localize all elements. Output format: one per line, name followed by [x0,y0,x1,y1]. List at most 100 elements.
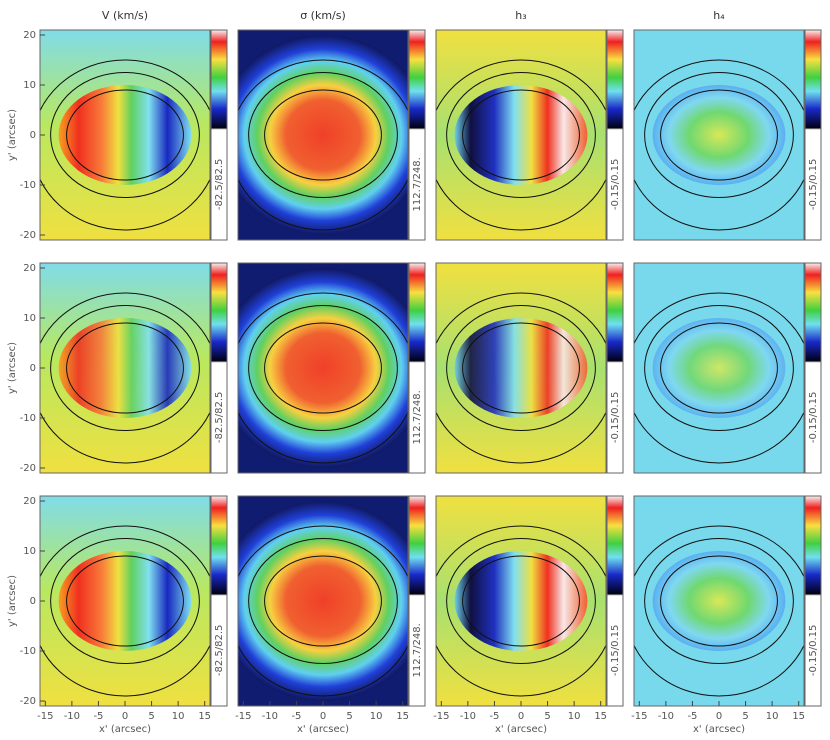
map-image [238,263,408,473]
x-tick-label: -10 [460,711,476,722]
y-tick-label: 20 [23,263,36,274]
x-axis-label: x' (arcsec) [99,724,151,735]
y-tick-label: -20 [20,696,36,707]
map-core [652,551,786,651]
map-core [58,551,192,651]
colorbar [606,495,624,596]
contour [634,59,804,231]
colorbar [804,29,822,130]
x-tick-label: 5 [346,711,352,722]
panel-title: h₄ [713,9,725,22]
map-image [634,30,804,240]
contour [264,555,382,647]
colorbar-label: -0.15/0.15 [610,159,621,211]
contour [66,322,184,414]
map-image [634,263,804,473]
x-tick-label: 15 [396,711,409,722]
x-tick-label: -15 [235,711,251,722]
y-tick-label: -10 [20,646,36,657]
contour [436,59,606,231]
contour [66,89,184,181]
x-tick-label: -10 [64,711,80,722]
x-tick-label: 5 [148,711,154,722]
map-halo [238,268,408,468]
colorbar [606,29,624,130]
colorbar-box [408,361,426,474]
x-tick-label: -15 [631,711,647,722]
colorbar-label: -82.5/82.5 [214,159,225,211]
map-halo [238,35,408,235]
contour [264,322,382,414]
contour [446,72,596,198]
colorbar-box [804,361,822,474]
colorbar [804,495,822,596]
panel: 112.7/248. σ (km/s) [237,9,426,241]
colorbar-label: -0.15/0.15 [808,392,819,444]
contour [66,555,184,647]
colorbar [804,262,822,363]
map-frame [633,29,805,241]
x-tick-label: 10 [370,711,383,722]
colorbar-box [804,128,822,241]
map-core [58,85,192,185]
map-frame [237,262,409,474]
contour [660,555,778,647]
panel-title: σ (km/s) [300,9,346,22]
x-tick-label: -5 [687,711,697,722]
y-tick-label: 20 [23,30,36,41]
colorbar-label: -0.15/0.15 [808,159,819,211]
colorbar-label: -82.5/82.5 [214,392,225,444]
colorbar-label: -0.15/0.15 [610,392,621,444]
x-tick-label: -5 [291,711,301,722]
panel: -0.15/0.15 h₄ [633,9,822,241]
colorbar-box [606,361,624,474]
panel: -82.5/82.5 V (km/s) -20 -10 0 10 20 y' (arcsec) [7,9,228,241]
y-tick-label: 0 [30,596,36,607]
map-image [238,30,408,240]
y-tick-label: 0 [30,363,36,374]
x-axis-label: x' (arcsec) [693,724,745,735]
contour [436,292,606,464]
x-tick-label: 15 [594,711,607,722]
contour [660,322,778,414]
y-tick-label: 0 [30,130,36,141]
panel: -0.15/0.15 [435,262,624,474]
panel: -0.15/0.15 h₃ [435,9,624,241]
map-core [454,85,588,185]
contour [248,72,398,198]
panel: -0.15/0.15 -15 -10 -5 0 5 10 15 x' (arcsec) [433,495,624,735]
contour [436,525,606,697]
y-tick-label: -10 [20,413,36,424]
y-axis-label: y' (arcsec) [7,342,18,394]
map-frame [435,29,607,241]
map-image [40,30,210,240]
contour [634,525,804,697]
map-core [652,318,786,418]
colorbar-box [606,128,624,241]
map-image [436,30,606,240]
map-image [436,263,606,473]
map-frame [237,29,409,241]
colorbar [408,495,426,596]
colorbar [210,262,228,363]
map-image [436,496,606,706]
contour [248,538,398,664]
x-tick-label: 5 [742,711,748,722]
colorbar [606,262,624,363]
contour [40,525,210,697]
panel: -0.15/0.15 -15 -10 -5 0 5 10 15 x' (arcsec) [631,495,822,735]
colorbar-box [210,361,228,474]
contour [462,555,580,647]
x-tick-label: -5 [489,711,499,722]
contour [634,292,804,464]
y-axis-label: y' (arcsec) [7,109,18,161]
x-tick-label: 5 [544,711,550,722]
x-axis-label: x' (arcsec) [495,724,547,735]
contour [50,305,200,431]
x-tick-label: -15 [433,711,449,722]
x-tick-label: -10 [262,711,278,722]
x-tick-label: 0 [122,711,128,722]
x-tick-label: -5 [93,711,103,722]
y-tick-label: 10 [23,313,36,324]
